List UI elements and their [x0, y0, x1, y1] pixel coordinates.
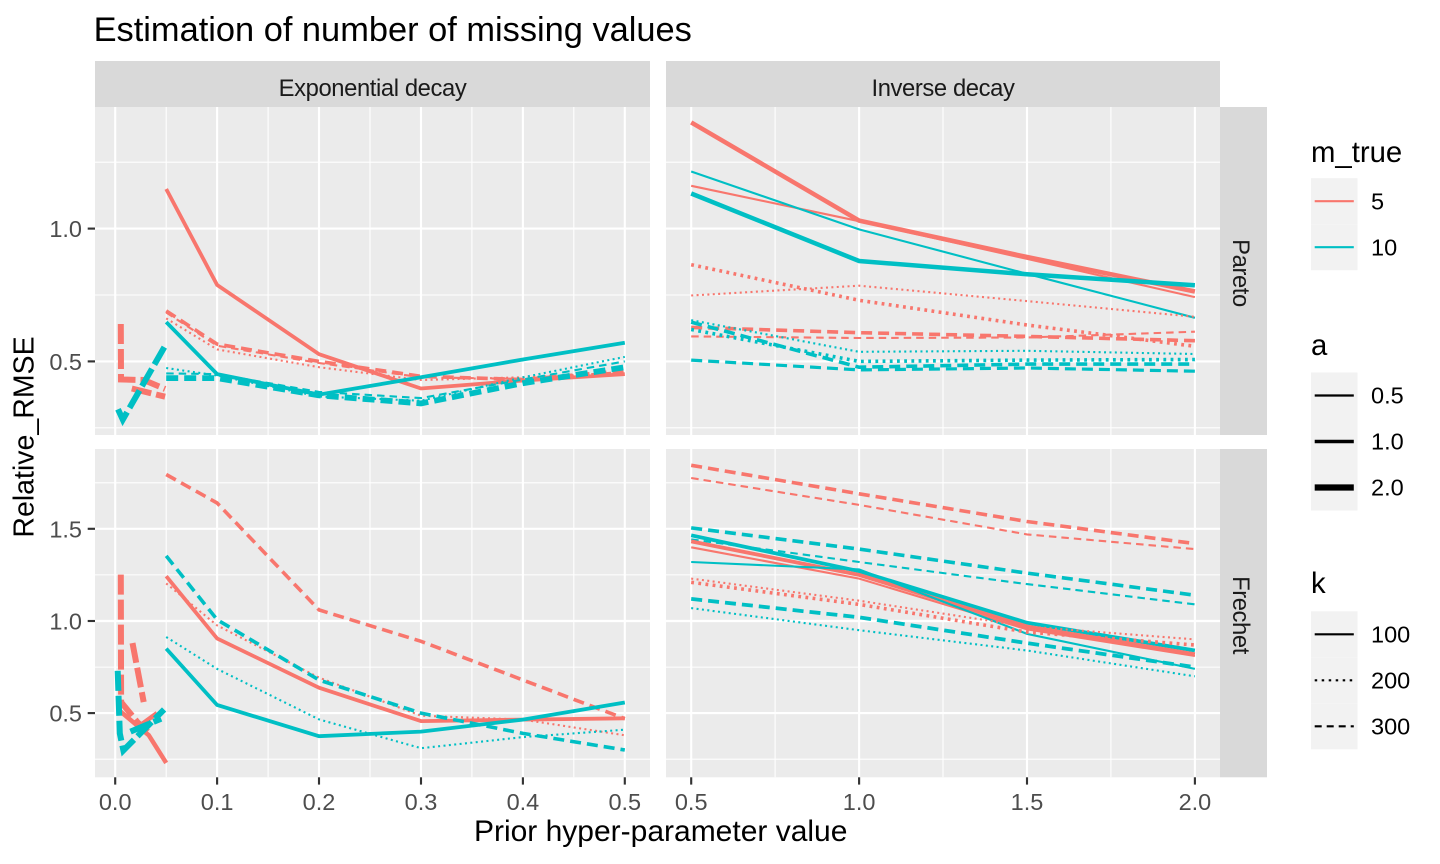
- svg-text:0.2: 0.2: [303, 789, 336, 815]
- svg-text:0.4: 0.4: [507, 789, 540, 815]
- svg-text:300: 300: [1371, 714, 1410, 740]
- svg-text:1.5: 1.5: [1011, 789, 1044, 815]
- svg-text:10: 10: [1371, 235, 1397, 261]
- svg-text:Prior hyper-parameter value: Prior hyper-parameter value: [474, 815, 848, 848]
- svg-text:1.0: 1.0: [49, 216, 82, 242]
- svg-text:0.5: 0.5: [1371, 383, 1404, 409]
- svg-text:2.0: 2.0: [1179, 789, 1212, 815]
- svg-text:0.5: 0.5: [49, 349, 82, 375]
- svg-text:k: k: [1311, 567, 1326, 600]
- svg-text:1.0: 1.0: [49, 609, 82, 635]
- svg-text:1.0: 1.0: [1371, 429, 1404, 455]
- svg-text:0.5: 0.5: [49, 701, 82, 727]
- svg-text:Estimation of number of missin: Estimation of number of missing values: [94, 11, 692, 49]
- svg-text:0.0: 0.0: [99, 789, 132, 815]
- svg-text:Exponential decay: Exponential decay: [279, 75, 467, 102]
- svg-text:Relative_RMSE: Relative_RMSE: [9, 336, 41, 537]
- svg-text:1.5: 1.5: [49, 516, 82, 542]
- svg-text:Pareto: Pareto: [1227, 239, 1254, 307]
- svg-text:m_true: m_true: [1311, 136, 1402, 169]
- svg-text:1.0: 1.0: [843, 789, 876, 815]
- svg-text:0.3: 0.3: [405, 789, 438, 815]
- svg-text:0.5: 0.5: [675, 789, 708, 815]
- svg-text:Inverse decay: Inverse decay: [872, 75, 1015, 102]
- svg-text:0.5: 0.5: [608, 789, 641, 815]
- svg-text:5: 5: [1371, 189, 1384, 215]
- svg-text:200: 200: [1371, 668, 1410, 694]
- svg-text:0.1: 0.1: [201, 789, 234, 815]
- svg-text:2.0: 2.0: [1371, 475, 1404, 501]
- svg-text:Frechet: Frechet: [1227, 576, 1254, 655]
- svg-text:100: 100: [1371, 622, 1410, 648]
- svg-text:a: a: [1311, 329, 1328, 362]
